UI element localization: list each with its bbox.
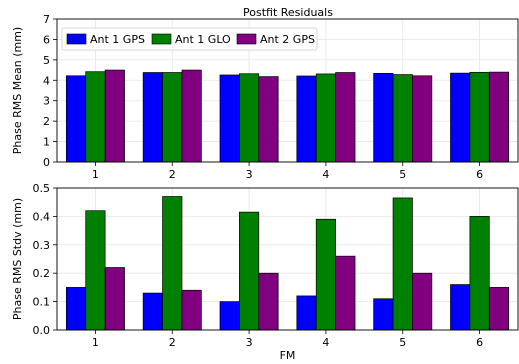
- top-x-tick-label: 5: [399, 168, 406, 181]
- top-y-tick-label: 1: [43, 136, 50, 149]
- bottom-bar-ant-1-gps-fm5: [373, 298, 394, 331]
- bottom-x-tick-label: 1: [92, 336, 99, 349]
- bottom-x-axis-label: FM: [280, 349, 296, 362]
- top-bar-ant-2-gps-fm1: [104, 69, 125, 163]
- legend: Ant 1 GPS Ant 1 GLO Ant 2 GPS: [61, 27, 318, 51]
- top-bar-ant-1-gps-fm3: [219, 74, 240, 163]
- top-bar-ant-1-gps-fm6: [450, 72, 471, 163]
- top-bar-ant-1-gps-fm2: [142, 72, 163, 163]
- bottom-y-tick-label: 0.4: [33, 210, 51, 223]
- bottom-bar-ant-1-gps-fm1: [65, 287, 87, 331]
- top-bar-ant-2-gps-fm2: [181, 69, 202, 163]
- bottom-bar-ant-2-gps-fm1: [104, 267, 125, 331]
- chart-title: Postfit Residuals: [243, 6, 333, 19]
- legend-box: [61, 27, 318, 51]
- bottom-x-tick-label: 6: [476, 336, 483, 349]
- top-y-tick-label: 2: [43, 115, 50, 128]
- top-bar-ant-2-gps-fm3: [258, 76, 279, 163]
- top-bar-ant-2-gps-fm5: [412, 75, 433, 163]
- top-bar-ant-1-gps-fm4: [296, 75, 317, 163]
- legend-swatch-ant-1-glo: [151, 33, 172, 45]
- bottom-axes-frame: [56, 187, 519, 331]
- top-bar-ant-2-gps-fm6: [488, 71, 510, 163]
- legend-label-ant-2-gps: Ant 2 GPS: [260, 33, 315, 46]
- bottom-bar-ant-1-gps-fm4: [296, 295, 317, 331]
- top-x-tick-label: 4: [322, 168, 329, 181]
- legend-label-ant-1-glo: Ant 1 GLO: [175, 33, 231, 46]
- bottom-panel-stdv: 0.0 0.1 0.2 0.3 0.4 0.5 1 2 3 4 5 6: [33, 182, 519, 349]
- bottom-x-tick-label: 4: [322, 336, 329, 349]
- bottom-x-tick-label: 2: [169, 336, 176, 349]
- bottom-bar-ant-1-glo-fm3: [239, 211, 260, 331]
- legend-swatch-ant-1-gps: [66, 33, 87, 45]
- bottom-x-tick-label: 5: [399, 336, 406, 349]
- top-x-tick-label: 2: [169, 168, 176, 181]
- bottom-x-tick-label: 3: [246, 336, 253, 349]
- top-y-tick-label: 7: [43, 13, 50, 26]
- bottom-bar-ant-2-gps-fm2: [181, 289, 202, 331]
- bottom-y-tick-label: 0.2: [33, 267, 51, 280]
- bottom-bar-ant-1-glo-fm5: [392, 197, 413, 331]
- top-bar-ant-1-glo-fm2: [162, 72, 183, 163]
- top-bar-ant-1-glo-fm3: [239, 73, 260, 163]
- top-x-tick-label: 3: [246, 168, 253, 181]
- top-bar-ant-1-glo-fm1: [85, 71, 106, 163]
- legend-swatch-ant-2-gps: [236, 33, 257, 45]
- top-y-tick-label: 5: [43, 54, 50, 67]
- top-bar-ant-2-gps-fm4: [335, 72, 356, 163]
- bottom-y-tick-label: 0.5: [33, 182, 51, 195]
- bottom-bar-ant-1-gps-fm6: [450, 284, 471, 331]
- bottom-y-tick-label: 0.0: [33, 324, 51, 337]
- top-bar-ant-1-glo-fm4: [315, 73, 336, 163]
- bottom-bar-ant-2-gps-fm4: [335, 255, 356, 331]
- bottom-bar-ant-2-gps-fm3: [258, 272, 279, 331]
- top-y-axis-label: Phase RMS Mean (mm): [11, 27, 24, 154]
- top-x-tick-label: 6: [476, 168, 483, 181]
- bottom-bar-ant-1-glo-fm4: [315, 218, 336, 331]
- bottom-bar-ant-1-glo-fm2: [162, 196, 183, 331]
- bottom-bar-ant-2-gps-fm6: [488, 287, 510, 331]
- top-bar-ant-1-gps-fm5: [373, 72, 394, 163]
- top-bar-ant-1-glo-fm5: [392, 74, 413, 163]
- top-bar-ant-1-glo-fm6: [469, 71, 490, 163]
- bottom-bar-ant-1-gps-fm2: [142, 292, 163, 331]
- bottom-y-axis-label: Phase RMS Stdv (mm): [11, 198, 24, 320]
- bottom-y-tick-label: 0.3: [33, 239, 51, 252]
- bottom-y-tick-label: 0.1: [33, 296, 51, 309]
- bottom-bar-ant-2-gps-fm5: [412, 272, 433, 331]
- top-y-tick-label: 4: [43, 74, 50, 87]
- top-y-tick-label: 0: [43, 156, 50, 169]
- bottom-bar-ant-1-glo-fm6: [469, 216, 490, 331]
- top-axes-frame: [56, 18, 519, 163]
- top-y-tick-label: 6: [43, 33, 50, 46]
- top-x-tick-label: 1: [92, 168, 99, 181]
- legend-label-ant-1-gps: Ant 1 GPS: [90, 33, 145, 46]
- top-bar-ant-1-gps-fm1: [65, 75, 87, 163]
- top-y-tick-label: 3: [43, 95, 50, 108]
- bottom-bar-ant-1-glo-fm1: [85, 210, 106, 331]
- top-panel-mean: 0 1 2 3 4 5 6 7 1 2 3 4 5 6: [43, 13, 519, 181]
- bottom-bar-ant-1-gps-fm3: [219, 301, 240, 331]
